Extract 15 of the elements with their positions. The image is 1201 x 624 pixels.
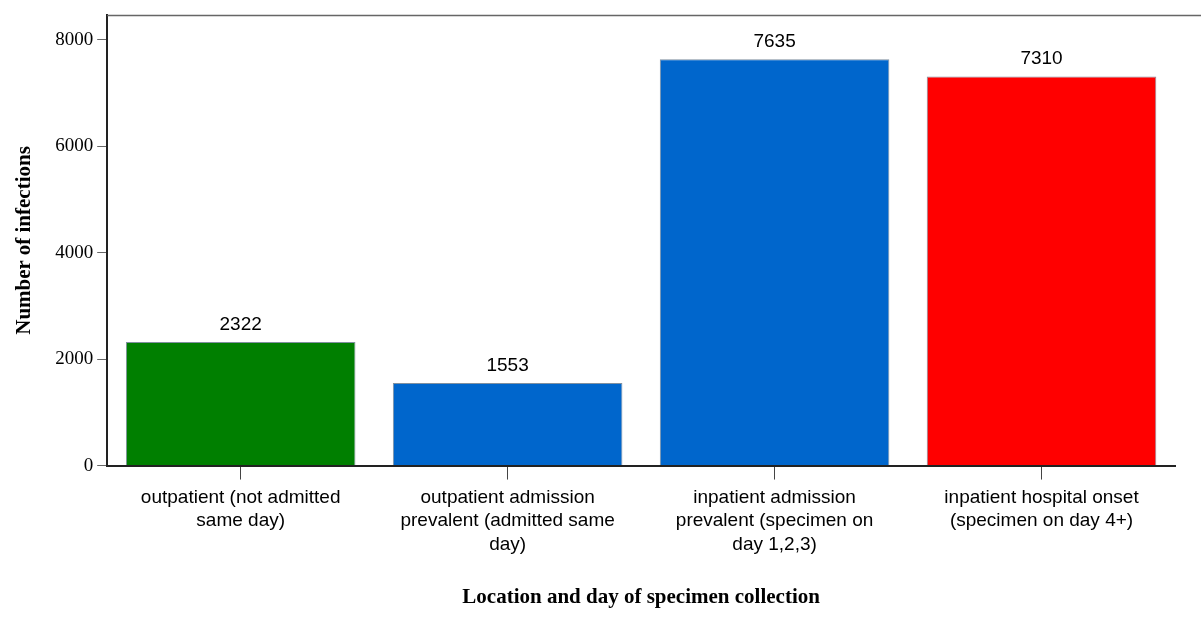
y-tick-label: 6000 xyxy=(55,134,94,156)
x-tick-label: inpatient admission prevalent (specimen on day 1,2,3) xyxy=(675,485,874,555)
x-axis-title: Location and day of specimen collection xyxy=(462,583,821,608)
data-label: 2322 xyxy=(219,312,262,334)
x-tick-label: outpatient admission prevalent (admitted same day) xyxy=(400,485,615,555)
y-tick-label: 0 xyxy=(83,453,94,475)
data-label: 1553 xyxy=(486,353,529,375)
x-tick-label: inpatient hospital onset (specimen on day 4+) xyxy=(944,485,1140,531)
y-tick-label: 4000 xyxy=(55,240,94,262)
y-tick-label: 8000 xyxy=(55,27,94,49)
y-axis-title: Number of infections xyxy=(11,146,36,335)
y-tick-label: 2000 xyxy=(55,347,94,369)
x-tick-label: outpatient (not admitted same day) xyxy=(140,485,341,531)
data-label: 7310 xyxy=(1020,47,1063,69)
data-label: 7635 xyxy=(753,30,796,52)
